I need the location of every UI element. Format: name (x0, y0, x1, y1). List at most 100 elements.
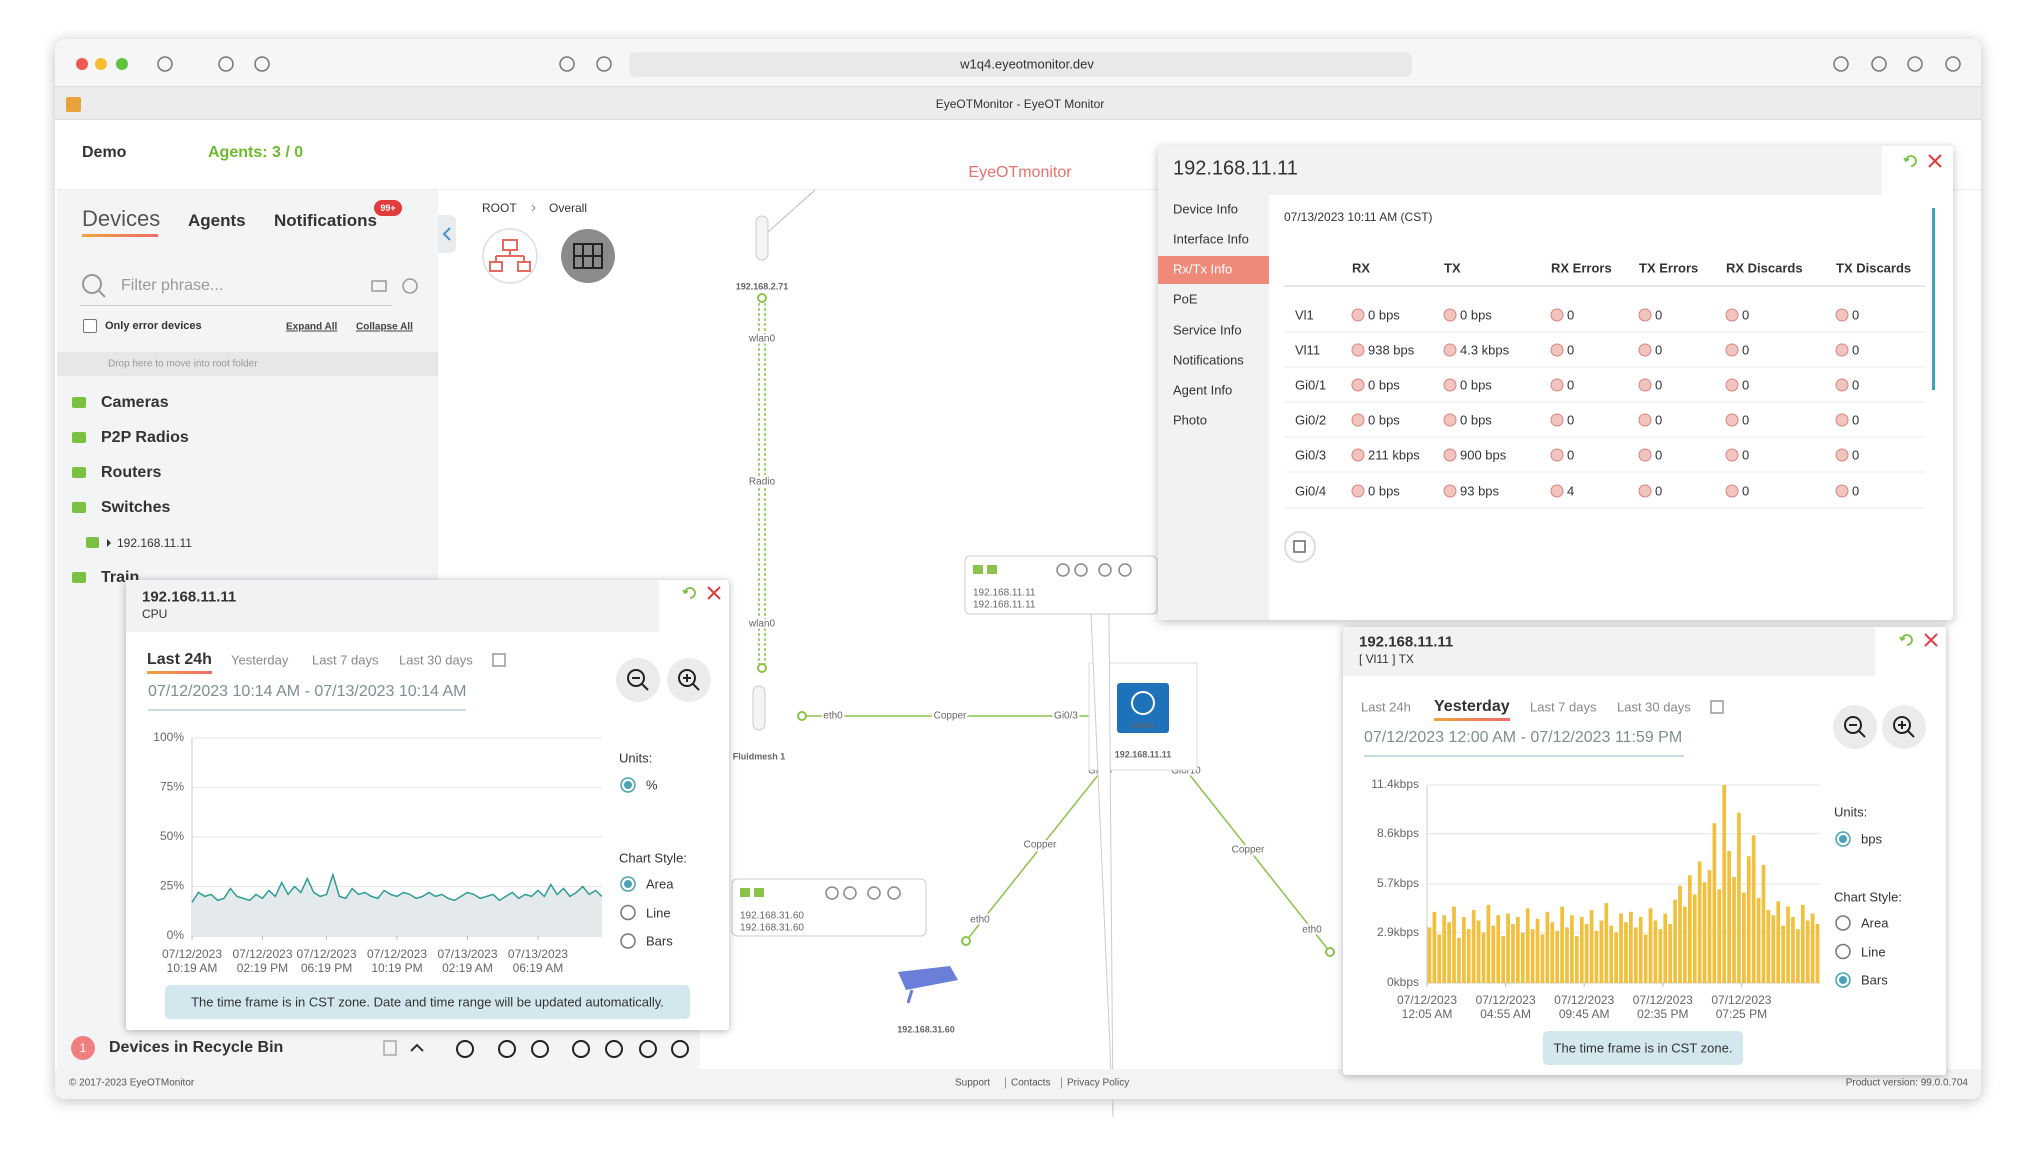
panel-title: 192.168.11.11 (142, 588, 237, 606)
folder[interactable]: Cameras (101, 394, 169, 411)
cell: 0 (1655, 412, 1663, 428)
x-tick-label: 07/12/2023 06:19 PM (296, 947, 357, 975)
folder[interactable]: P2P Radios (101, 429, 189, 446)
sidebar-tab[interactable]: Agents (188, 211, 246, 230)
panel-subtitle: CPU (142, 607, 168, 621)
style-option[interactable]: Bars (1861, 972, 1888, 988)
cell: 0 (1655, 307, 1663, 323)
folder[interactable]: Switches (101, 499, 171, 516)
cell: 0 bps (1460, 412, 1492, 428)
x-tick-label: 07/12/2023 02:19 PM (232, 947, 293, 975)
interface: Vl1 (1295, 307, 1314, 323)
footer-link[interactable]: Privacy Policy (1061, 1077, 1129, 1089)
x-tick-label: 07/12/2023 07:25 PM (1711, 993, 1772, 1021)
checkbox-label: Only error devices (105, 320, 202, 332)
units-label: Units: (619, 750, 653, 766)
cell: 0 (1742, 447, 1750, 463)
version: Product version: 99.0.0.704 (1845, 1077, 1968, 1089)
cell: 0 (1742, 342, 1750, 358)
cell: 0 (1742, 412, 1750, 428)
menu-item[interactable]: PoE (1173, 291, 1198, 307)
cell: 0 (1655, 377, 1663, 393)
x-tick-label: 07/12/2023 09:45 AM (1554, 993, 1615, 1021)
style-option[interactable]: Bars (646, 933, 673, 949)
switch-icon (86, 537, 99, 548)
breadcrumb[interactable]: Overall (549, 201, 588, 215)
time-tab[interactable]: Last 24h (1361, 699, 1411, 715)
sidebar-tab[interactable]: Notifications (274, 211, 377, 230)
x-tick-label: 07/12/2023 02:35 PM (1632, 993, 1693, 1021)
time-tab[interactable]: Last 30 days (1617, 699, 1691, 715)
column-header: RX Discards (1726, 260, 1803, 276)
time-tab[interactable]: Last 7 days (1530, 699, 1597, 715)
cell: 0 (1852, 342, 1860, 358)
cell: 0 (1742, 483, 1750, 499)
cell: 0 bps (1368, 483, 1400, 499)
window-button[interactable] (116, 58, 128, 70)
note (165, 985, 690, 1019)
menu-item[interactable]: Notifications (1173, 352, 1244, 368)
copyright: © 2017-2023 EyeOTMonitor (69, 1077, 195, 1089)
recycle-label[interactable]: Devices in Recycle Bin (109, 1039, 284, 1056)
footer-link[interactable]: Support (955, 1077, 991, 1089)
folder[interactable]: Routers (101, 464, 162, 481)
cell: 0 (1567, 342, 1575, 358)
footer-link[interactable]: Contacts (1005, 1077, 1050, 1089)
url-bar[interactable] (629, 52, 1412, 77)
style-label: Chart Style: (619, 850, 687, 866)
style-label: Chart Style: (1834, 889, 1902, 905)
menu-item[interactable]: Agent Info (1173, 382, 1233, 398)
filter-input[interactable]: Filter phrase... (121, 277, 224, 294)
checkbox[interactable] (83, 319, 97, 333)
style-option[interactable]: Area (646, 876, 674, 892)
style-option[interactable]: Line (1861, 944, 1886, 959)
expand-all[interactable]: Expand All (286, 321, 338, 333)
date-range: 07/12/2023 10:14 AM - 07/13/2023 10:14 A… (148, 683, 467, 700)
style-option[interactable]: Area (1861, 915, 1889, 931)
unit-option[interactable]: % (646, 777, 658, 793)
cell: 93 bps (1460, 483, 1500, 499)
menu-item[interactable]: Device Info (1173, 201, 1239, 217)
cell: 211 kbps (1368, 447, 1420, 463)
sidebar-toggle[interactable] (438, 215, 456, 253)
cell: 0 (1655, 483, 1663, 499)
note-text: The time frame is in CST zone. Date and … (191, 994, 664, 1010)
sidebar-tab[interactable]: Devices (82, 206, 161, 231)
breadcrumb[interactable]: ROOT (482, 201, 517, 215)
account: Demo (82, 144, 127, 161)
filter-underline (80, 305, 392, 306)
interface: Gi0/4 (1295, 483, 1327, 499)
time-tab[interactable]: Last 30 days (399, 652, 473, 668)
x-tick-label: 07/12/2023 10:19 AM (161, 947, 223, 975)
collapse-all[interactable]: Collapse All (356, 321, 413, 333)
panel-subtitle: [ Vl11 ] TX (1359, 652, 1414, 666)
time-tab[interactable]: Yesterday (1434, 698, 1510, 715)
cell: 0 (1567, 447, 1575, 463)
window-button[interactable] (95, 58, 107, 70)
cell: 900 bps (1460, 447, 1507, 463)
cell: 0 bps (1460, 377, 1492, 393)
units-label: Units: (1834, 804, 1868, 820)
menu-item[interactable]: Rx/Tx Info (1173, 261, 1233, 277)
cell: 0 (1567, 412, 1575, 428)
unit-option[interactable]: bps (1861, 831, 1882, 847)
badge-text: 99+ (380, 203, 396, 213)
device[interactable]: 192.168.11.11 (117, 536, 192, 550)
menu-item[interactable]: Interface Info (1173, 231, 1249, 247)
menu-item[interactable]: Service Info (1173, 322, 1242, 338)
x-tick-label: 07/12/2023 12:05 AM (1396, 993, 1458, 1021)
time-tab[interactable]: Last 7 days (312, 652, 379, 668)
interface: Vl11 (1295, 342, 1321, 358)
cell: 0 (1852, 307, 1860, 323)
chart-panel (1343, 627, 1946, 1075)
column-header: TX Discards (1836, 260, 1912, 276)
style-option[interactable]: Line (646, 905, 671, 920)
panel-header (126, 580, 659, 632)
time-tab[interactable]: Last 24h (147, 651, 212, 668)
drop-hint: Drop here to move into root folder (108, 358, 258, 370)
time-tab[interactable]: Yesterday (231, 652, 289, 668)
menu-item[interactable]: Photo (1173, 412, 1207, 428)
url: w1q4.eyeotmonitor.dev (960, 56, 1094, 72)
window-button[interactable] (76, 58, 88, 70)
